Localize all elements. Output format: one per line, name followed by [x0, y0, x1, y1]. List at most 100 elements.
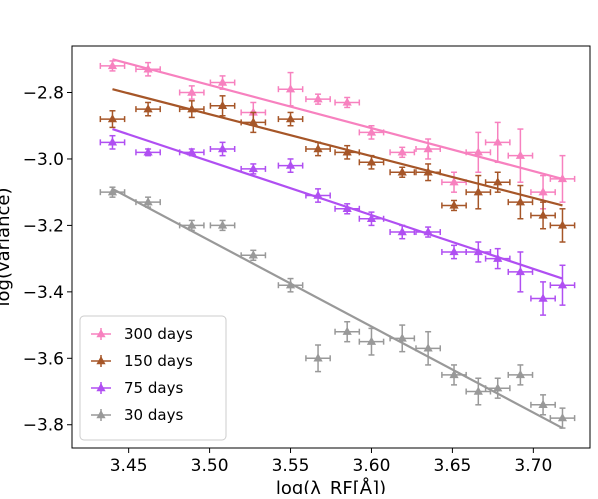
triangle-marker [248, 117, 258, 126]
triangle-marker [342, 147, 352, 156]
data-point-series-1-16 [549, 208, 576, 243]
triangle-marker [473, 147, 483, 156]
x-tick-label: 3.45 [110, 456, 148, 476]
data-point-series-2-3 [209, 141, 236, 157]
data-point-series-2-1 [135, 147, 161, 157]
triangle-marker [449, 369, 459, 379]
triangle-marker [538, 210, 548, 219]
y-tick-label: −3.6 [23, 349, 64, 369]
data-point-series-3-14 [507, 364, 534, 386]
triangle-marker [473, 246, 483, 256]
data-point-series-2-16 [549, 264, 576, 306]
data-point-series-0-1 [135, 61, 161, 77]
legend-marker [96, 356, 106, 365]
plot-area [99, 58, 576, 430]
triangle-marker [557, 173, 568, 183]
fit-line-series-2 [112, 128, 563, 280]
data-point-series-2-5 [277, 158, 304, 173]
triangle-marker [557, 220, 568, 229]
data-point-series-1-0 [99, 110, 126, 129]
data-point-series-0-14 [507, 128, 534, 183]
data-point-series-2-10 [415, 226, 442, 238]
data-point-series-0-8 [358, 124, 385, 140]
legend-entry: 300 days [91, 325, 193, 343]
triangle-marker [285, 114, 296, 123]
triangle-marker [187, 220, 197, 229]
triangle-marker [187, 87, 197, 96]
triangle-marker [397, 167, 407, 176]
triangle-marker [143, 147, 153, 156]
data-point-series-3-3 [209, 219, 236, 232]
data-point-series-2-14 [507, 251, 534, 293]
legend-entry: 150 days [91, 352, 193, 370]
triangle-marker [493, 177, 503, 186]
data-point-series-1-4 [240, 111, 267, 134]
data-point-series-3-11 [441, 364, 467, 386]
triangle-marker [557, 280, 568, 289]
data-point-series-1-6 [305, 141, 331, 157]
data-point-series-3-2 [178, 219, 205, 232]
triangle-marker [313, 190, 323, 199]
triangle-marker [538, 399, 548, 409]
legend-entry: 30 days [91, 406, 183, 424]
data-point-series-1-15 [530, 201, 556, 230]
data-point-series-3-10 [415, 330, 442, 366]
y-tick-label: −3.8 [23, 416, 64, 436]
data-point-series-1-10 [415, 163, 442, 182]
triangle-marker [493, 383, 503, 392]
x-tick-label: 3.65 [433, 456, 471, 476]
data-point-series-0-9 [389, 146, 416, 159]
x-tick-label: 3.55 [272, 456, 310, 476]
data-point-series-0-12 [465, 131, 492, 173]
triangle-marker [342, 326, 352, 335]
triangle-marker [538, 187, 548, 196]
plot-frame [71, 45, 591, 449]
triangle-marker [285, 160, 296, 169]
legend-label: 75 days [124, 379, 183, 397]
triangle-marker [217, 143, 228, 153]
triangle-marker [366, 213, 377, 222]
data-point-series-1-5 [277, 111, 304, 127]
triangle-marker [107, 137, 118, 146]
triangle-marker [342, 203, 352, 212]
data-point-series-2-7 [334, 203, 361, 215]
data-point-series-2-2 [178, 147, 205, 157]
data-point-series-2-15 [530, 281, 556, 316]
triangle-marker [366, 127, 377, 136]
triangle-marker [313, 94, 323, 103]
data-point-series-1-14 [507, 184, 534, 220]
data-point-series-3-7 [334, 321, 361, 343]
triangle-marker [423, 143, 433, 153]
triangle-marker [248, 250, 258, 259]
triangle-marker [187, 104, 197, 113]
data-point-series-0-13 [484, 121, 511, 164]
data-point-series-0-5 [277, 71, 304, 107]
triangle-marker [366, 336, 377, 345]
data-point-series-0-16 [549, 154, 576, 203]
triangle-marker [285, 280, 296, 289]
triangle-marker [515, 197, 525, 206]
triangle-marker [397, 333, 407, 342]
triangle-marker [217, 100, 228, 110]
triangle-marker [515, 266, 525, 276]
data-point-series-3-6 [305, 344, 331, 373]
data-point-series-3-4 [240, 249, 267, 262]
data-point-series-1-2 [178, 100, 205, 119]
y-tick-label: −2.8 [23, 84, 64, 104]
triangle-marker [423, 227, 433, 236]
triangle-marker [143, 64, 153, 73]
triangle-marker [143, 197, 153, 206]
data-point-series-3-13 [484, 377, 511, 399]
data-point-series-3-1 [135, 196, 161, 208]
triangle-marker [423, 343, 433, 352]
data-point-series-0-3 [209, 75, 236, 90]
fit-line-series-0 [112, 58, 563, 180]
triangle-marker [366, 157, 377, 166]
data-point-series-2-4 [240, 163, 267, 175]
triangle-marker [538, 293, 548, 302]
triangle-marker [107, 60, 118, 70]
legend-marker [96, 383, 106, 392]
triangle-marker [217, 220, 228, 229]
data-point-series-1-1 [135, 101, 161, 117]
triangle-marker [473, 386, 483, 395]
